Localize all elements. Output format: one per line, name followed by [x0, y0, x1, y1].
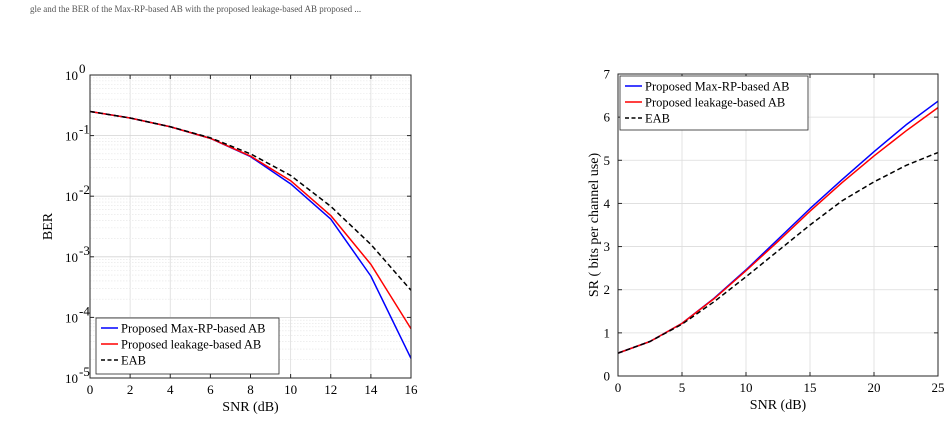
x-tick-label: 20 — [868, 380, 881, 395]
x-tick-label: 10 — [284, 382, 297, 397]
x-tick-label: 10 — [740, 380, 753, 395]
x-axis-label: SNR (dB) — [222, 400, 279, 415]
y-tick-label: 5 — [604, 153, 611, 168]
legend-label-1: Proposed leakage-based AB — [121, 338, 261, 352]
x-axis-label: SNR (dB) — [750, 398, 807, 413]
y-axis-label: BER — [41, 212, 56, 240]
series-line-1 — [89, 110, 412, 330]
y-tick-label: 7 — [604, 67, 611, 82]
y-tick-label-exponent: 0 — [79, 61, 86, 76]
y-tick-label-exponent: -5 — [79, 364, 90, 379]
y-tick-label-exponent: -1 — [79, 122, 90, 137]
series-line-2 — [89, 110, 412, 291]
x-tick-label: 4 — [167, 382, 174, 397]
y-tick-label-base: 10 — [65, 129, 78, 144]
top-caption: gle and the BER of the Max-RP-based AB w… — [30, 4, 361, 14]
y-tick-label-base: 10 — [65, 68, 78, 83]
x-tick-label: 14 — [364, 382, 378, 397]
axes-box — [617, 73, 939, 377]
y-tick-label: 1 — [604, 325, 611, 340]
y-tick-label: 2 — [604, 282, 611, 297]
x-tick-label: 25 — [932, 380, 945, 395]
series-group — [617, 100, 939, 354]
series-line-2 — [617, 151, 939, 354]
legend: Proposed Max-RP-based AB Proposed leakage… — [619, 75, 809, 131]
legend-label-2: EAB — [645, 112, 670, 126]
series-group — [89, 110, 412, 359]
sum-rate-chart: 0 5 10 15 20 25 0 1 2 3 4 5 6 7 SNR (dB) SR ( bits per … — [587, 67, 945, 414]
x-tick-label: 6 — [207, 382, 214, 397]
x-tick-label: 12 — [324, 382, 337, 397]
legend-label-0: Proposed Max-RP-based AB — [645, 80, 789, 94]
y-axis-label: SR ( bits per channel use) — [587, 153, 602, 298]
x-tick-label: 8 — [247, 382, 254, 397]
y-tick-label: 6 — [604, 110, 611, 125]
y-tick-label-exponent: -4 — [79, 303, 90, 318]
y-tick-label: 0 — [604, 369, 611, 384]
y-tick-label-base: 10 — [65, 250, 78, 265]
y-tick-label: 3 — [604, 239, 611, 254]
legend-label-1: Proposed leakage-based AB — [645, 96, 785, 110]
legend-label-2: EAB — [121, 354, 146, 368]
y-tick-label-exponent: -3 — [79, 243, 90, 258]
legend-label-0: Proposed Max-RP-based AB — [121, 322, 265, 336]
legend-box — [619, 75, 809, 131]
y-tick-label-base: 10 — [65, 310, 78, 325]
y-tick-label-exponent: -2 — [79, 182, 90, 197]
legend: Proposed Max-RP-based AB Proposed leakage… — [95, 317, 280, 375]
x-tick-label: 0 — [87, 382, 94, 397]
x-tick-label: 0 — [615, 380, 622, 395]
y-tick-label-base: 10 — [65, 189, 78, 204]
x-tick-label: 16 — [405, 382, 419, 397]
x-tick-label: 2 — [127, 382, 134, 397]
y-tick-label: 4 — [604, 196, 611, 211]
y-tick-label-base: 10 — [65, 371, 78, 386]
x-tick-label: 5 — [679, 380, 686, 395]
legend-box — [95, 317, 280, 375]
x-tick-label: 15 — [804, 380, 817, 395]
